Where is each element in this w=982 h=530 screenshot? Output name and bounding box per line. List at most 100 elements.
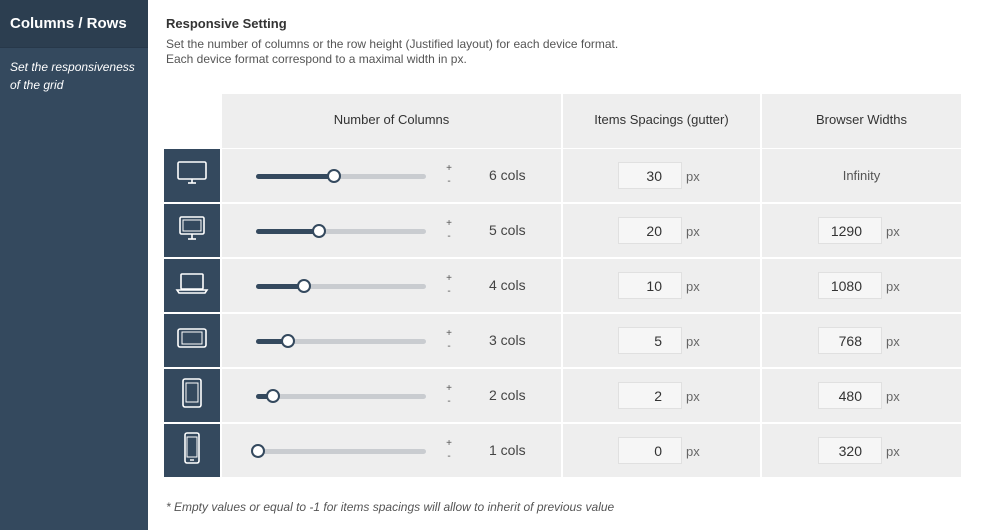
columns-slider[interactable]	[256, 169, 426, 183]
columns-count-label: 1 cols	[489, 442, 526, 458]
columns-count-label: 2 cols	[489, 387, 526, 403]
decrement-button[interactable]: -	[447, 231, 451, 242]
header-divider	[561, 94, 563, 148]
header-items-spacing: Items Spacings (gutter)	[594, 112, 729, 127]
spacing-unit: px	[686, 169, 700, 184]
browser-width-value: Infinity	[842, 168, 881, 183]
decrement-button[interactable]: -	[447, 451, 451, 462]
increment-button[interactable]: +	[446, 328, 452, 339]
spacing-unit: px	[686, 224, 700, 239]
increment-button[interactable]: +	[446, 438, 452, 449]
width-unit: px	[886, 444, 900, 459]
laptop-icon	[175, 269, 209, 302]
device-row: + - 3 cols px px	[164, 314, 961, 367]
columns-stepper: + -	[444, 272, 454, 300]
responsive-settings-panel: Responsive Setting Set the number of col…	[148, 0, 982, 530]
columns-slider[interactable]	[256, 279, 426, 293]
description-line-2: Each device format correspond to a maxim…	[166, 52, 467, 66]
slider-fill	[256, 229, 319, 234]
device-row: + - 2 cols px px	[164, 369, 961, 422]
device-row: + - 4 cols px px	[164, 259, 961, 312]
table-header: Number of Columns Items Spacings (gutter…	[222, 94, 961, 148]
columns-slider[interactable]	[250, 444, 426, 458]
header-browser-widths: Browser Widths	[815, 112, 908, 127]
spacing-cell: px	[563, 149, 760, 202]
slider-fill	[256, 174, 335, 179]
spacing-unit: px	[686, 389, 700, 404]
spacing-input[interactable]	[618, 327, 682, 354]
slider-handle[interactable]	[296, 279, 311, 293]
width-cell: px	[762, 314, 961, 367]
device-icon-cell	[164, 424, 220, 477]
browser-width-input[interactable]	[818, 437, 882, 464]
browser-width-input[interactable]	[818, 272, 882, 299]
slider-fill	[256, 284, 304, 289]
width-cell: px	[762, 369, 961, 422]
spacing-input[interactable]	[618, 437, 682, 464]
decrement-button[interactable]: -	[447, 341, 451, 352]
columns-cell: + - 6 cols	[222, 149, 561, 202]
columns-slider[interactable]	[256, 334, 426, 348]
spacing-cell: px	[563, 369, 760, 422]
device-icon-cell	[164, 259, 220, 312]
columns-stepper: + -	[444, 217, 454, 245]
columns-cell: + - 3 cols	[222, 314, 561, 367]
header-divider	[760, 94, 762, 148]
columns-stepper: + -	[444, 327, 454, 355]
browser-width-input[interactable]	[818, 327, 882, 354]
increment-button[interactable]: +	[446, 273, 452, 284]
tablet-landscape-icon	[176, 324, 208, 357]
spacing-input[interactable]	[618, 162, 682, 189]
width-cell: px	[762, 259, 961, 312]
width-cell: px	[762, 424, 961, 477]
spacing-cell: px	[563, 259, 760, 312]
slider-handle[interactable]	[250, 444, 265, 458]
width-unit: px	[886, 334, 900, 349]
browser-width-input[interactable]	[818, 217, 882, 244]
columns-cell: + - 2 cols	[222, 369, 561, 422]
sidebar: Columns / Rows Set the responsiveness of…	[0, 0, 148, 530]
device-row: + - 1 cols px px	[164, 424, 961, 477]
decrement-button[interactable]: -	[447, 286, 451, 297]
section-description: Set the number of columns or the row hei…	[166, 37, 618, 67]
width-cell: px	[762, 204, 961, 257]
increment-button[interactable]: +	[446, 218, 452, 229]
spacing-cell: px	[563, 314, 760, 367]
increment-button[interactable]: +	[446, 163, 452, 174]
browser-width-input[interactable]	[818, 382, 882, 409]
spacing-input[interactable]	[618, 382, 682, 409]
sidebar-description: Set the responsiveness of the grid	[10, 60, 135, 92]
spacing-unit: px	[686, 444, 700, 459]
slider-handle[interactable]	[266, 389, 280, 403]
spacing-input[interactable]	[618, 272, 682, 299]
width-unit: px	[886, 224, 900, 239]
columns-stepper: + -	[444, 382, 454, 410]
columns-cell: + - 5 cols	[222, 204, 561, 257]
header-number-of-columns: Number of Columns	[333, 112, 450, 127]
device-row: + - 5 cols px px	[164, 204, 961, 257]
columns-stepper: + -	[444, 437, 454, 465]
slider-handle[interactable]	[311, 224, 326, 238]
columns-stepper: + -	[444, 162, 454, 190]
columns-count-label: 3 cols	[489, 332, 526, 348]
spacing-unit: px	[686, 279, 700, 294]
decrement-button[interactable]: -	[447, 396, 451, 407]
width-cell: Infinity	[762, 149, 961, 202]
device-icon-cell	[164, 149, 220, 202]
columns-cell: + - 4 cols	[222, 259, 561, 312]
footnote: * Empty values or equal to -1 for items …	[166, 500, 615, 514]
desktop-icon	[176, 214, 208, 247]
slider-handle[interactable]	[327, 169, 342, 183]
slider-fill	[256, 394, 273, 399]
width-unit: px	[886, 389, 900, 404]
columns-slider[interactable]	[256, 389, 426, 403]
spacing-input[interactable]	[618, 217, 682, 244]
decrement-button[interactable]: -	[447, 176, 451, 187]
device-row: + - 6 cols px Infinity	[164, 149, 961, 202]
columns-cell: + - 1 cols	[222, 424, 561, 477]
columns-count-label: 6 cols	[489, 167, 526, 183]
columns-slider[interactable]	[256, 224, 426, 238]
slider-fill	[256, 339, 289, 344]
slider-handle[interactable]	[281, 334, 296, 348]
increment-button[interactable]: +	[446, 383, 452, 394]
